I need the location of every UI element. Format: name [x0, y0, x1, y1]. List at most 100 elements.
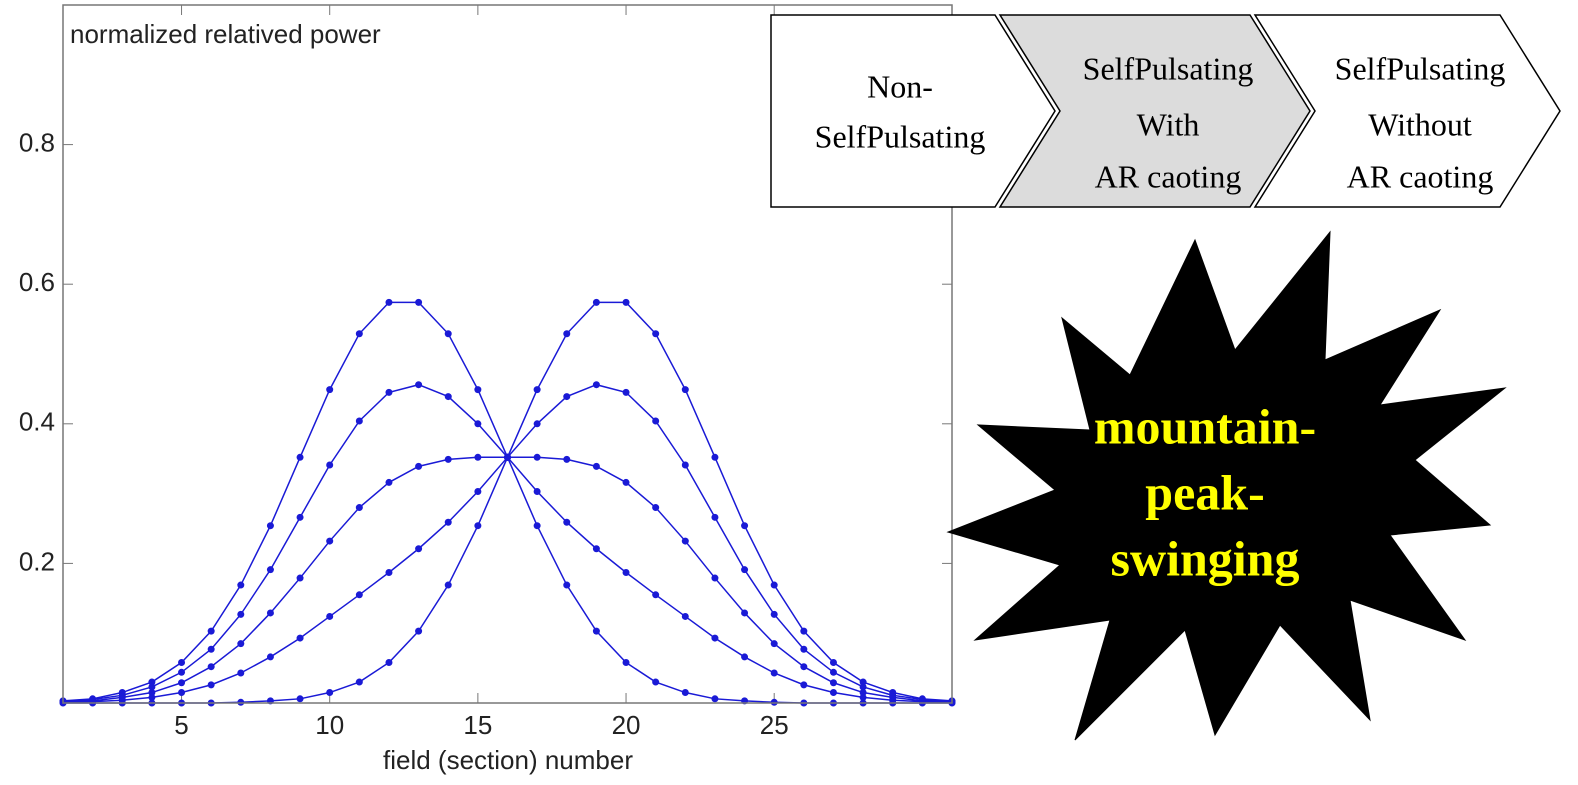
point-marker	[741, 522, 749, 530]
point-marker	[859, 689, 867, 697]
point-marker	[504, 453, 511, 461]
point-marker	[563, 518, 571, 526]
point-marker	[652, 417, 660, 425]
point-marker	[770, 581, 778, 589]
point-marker	[652, 330, 660, 338]
point-marker	[326, 689, 334, 697]
point-marker	[385, 568, 393, 576]
point-marker	[444, 393, 452, 401]
callout-text: peak-	[1145, 464, 1264, 520]
point-marker	[415, 462, 423, 470]
point-marker	[385, 388, 393, 396]
series-line	[62, 383, 953, 704]
chart-title: normalized relatived power	[70, 19, 381, 49]
point-marker	[326, 537, 334, 545]
x-tick-label: 15	[463, 710, 492, 740]
point-marker	[533, 488, 541, 496]
point-marker	[563, 581, 571, 589]
point-marker	[711, 453, 719, 461]
point-marker	[207, 681, 215, 689]
point-marker	[741, 609, 749, 617]
point-marker	[889, 689, 897, 697]
point-marker	[444, 455, 452, 463]
point-marker	[296, 634, 304, 642]
step-text: Non-	[867, 68, 933, 104]
point-marker	[355, 678, 363, 686]
point-marker	[622, 298, 630, 306]
point-marker	[444, 518, 452, 526]
point-marker	[622, 568, 630, 576]
point-marker	[918, 695, 926, 703]
point-marker	[148, 693, 156, 701]
point-marker	[770, 669, 778, 677]
point-marker	[800, 627, 808, 635]
point-marker	[355, 417, 363, 425]
point-marker	[237, 640, 245, 648]
point-marker	[237, 669, 245, 677]
point-marker	[444, 330, 452, 338]
point-marker	[178, 659, 186, 667]
point-marker	[207, 627, 215, 635]
x-tick-label: 10	[315, 710, 344, 740]
point-marker	[563, 455, 571, 463]
point-marker	[266, 653, 274, 661]
point-marker	[652, 591, 660, 599]
point-marker	[592, 381, 600, 389]
point-marker	[474, 420, 482, 428]
point-marker	[474, 522, 482, 530]
point-marker	[711, 574, 719, 582]
point-marker	[296, 695, 304, 703]
step-text: SelfPulsating	[1335, 50, 1506, 86]
point-marker	[326, 386, 334, 394]
callout-text: mountain-	[1094, 398, 1316, 454]
point-marker	[474, 488, 482, 496]
point-marker	[474, 386, 482, 394]
point-marker	[681, 689, 689, 697]
point-marker	[859, 678, 867, 686]
point-marker	[148, 689, 156, 697]
point-marker	[622, 659, 630, 667]
point-marker	[385, 298, 393, 306]
x-tick-label: 25	[760, 710, 789, 740]
x-tick-label: 20	[612, 710, 641, 740]
step-text: Without	[1368, 106, 1472, 142]
point-marker	[385, 478, 393, 486]
point-marker	[533, 453, 541, 461]
point-marker	[296, 574, 304, 582]
y-tick-label: 0.4	[19, 407, 55, 437]
point-marker	[741, 566, 749, 574]
series-line	[62, 301, 952, 704]
point-marker	[711, 513, 719, 521]
point-marker	[237, 581, 245, 589]
point-marker	[563, 330, 571, 338]
point-marker	[652, 678, 660, 686]
point-marker	[681, 537, 689, 545]
point-marker	[355, 330, 363, 338]
y-tick-label: 0.2	[19, 546, 55, 576]
point-marker	[800, 681, 808, 689]
point-marker	[207, 645, 215, 653]
step-text: AR caoting	[1095, 158, 1242, 194]
point-marker	[622, 388, 630, 396]
point-marker	[829, 668, 837, 676]
step-arrow	[1253, 14, 1561, 208]
step-text: AR caoting	[1347, 158, 1494, 194]
point-marker	[533, 420, 541, 428]
point-marker	[681, 386, 689, 394]
point-marker	[326, 612, 334, 620]
step-text: With	[1137, 106, 1200, 142]
point-marker	[415, 627, 423, 635]
point-marker	[415, 381, 423, 389]
point-marker	[266, 522, 274, 530]
point-marker	[859, 683, 867, 691]
point-marker	[711, 634, 719, 642]
point-marker	[148, 678, 156, 686]
point-marker	[415, 298, 423, 306]
point-marker	[622, 478, 630, 486]
step-arrow	[770, 14, 1056, 208]
point-marker	[711, 695, 719, 703]
series-line	[62, 456, 953, 703]
x-axis-label: field (section) number	[383, 745, 633, 775]
series-line	[62, 383, 953, 704]
